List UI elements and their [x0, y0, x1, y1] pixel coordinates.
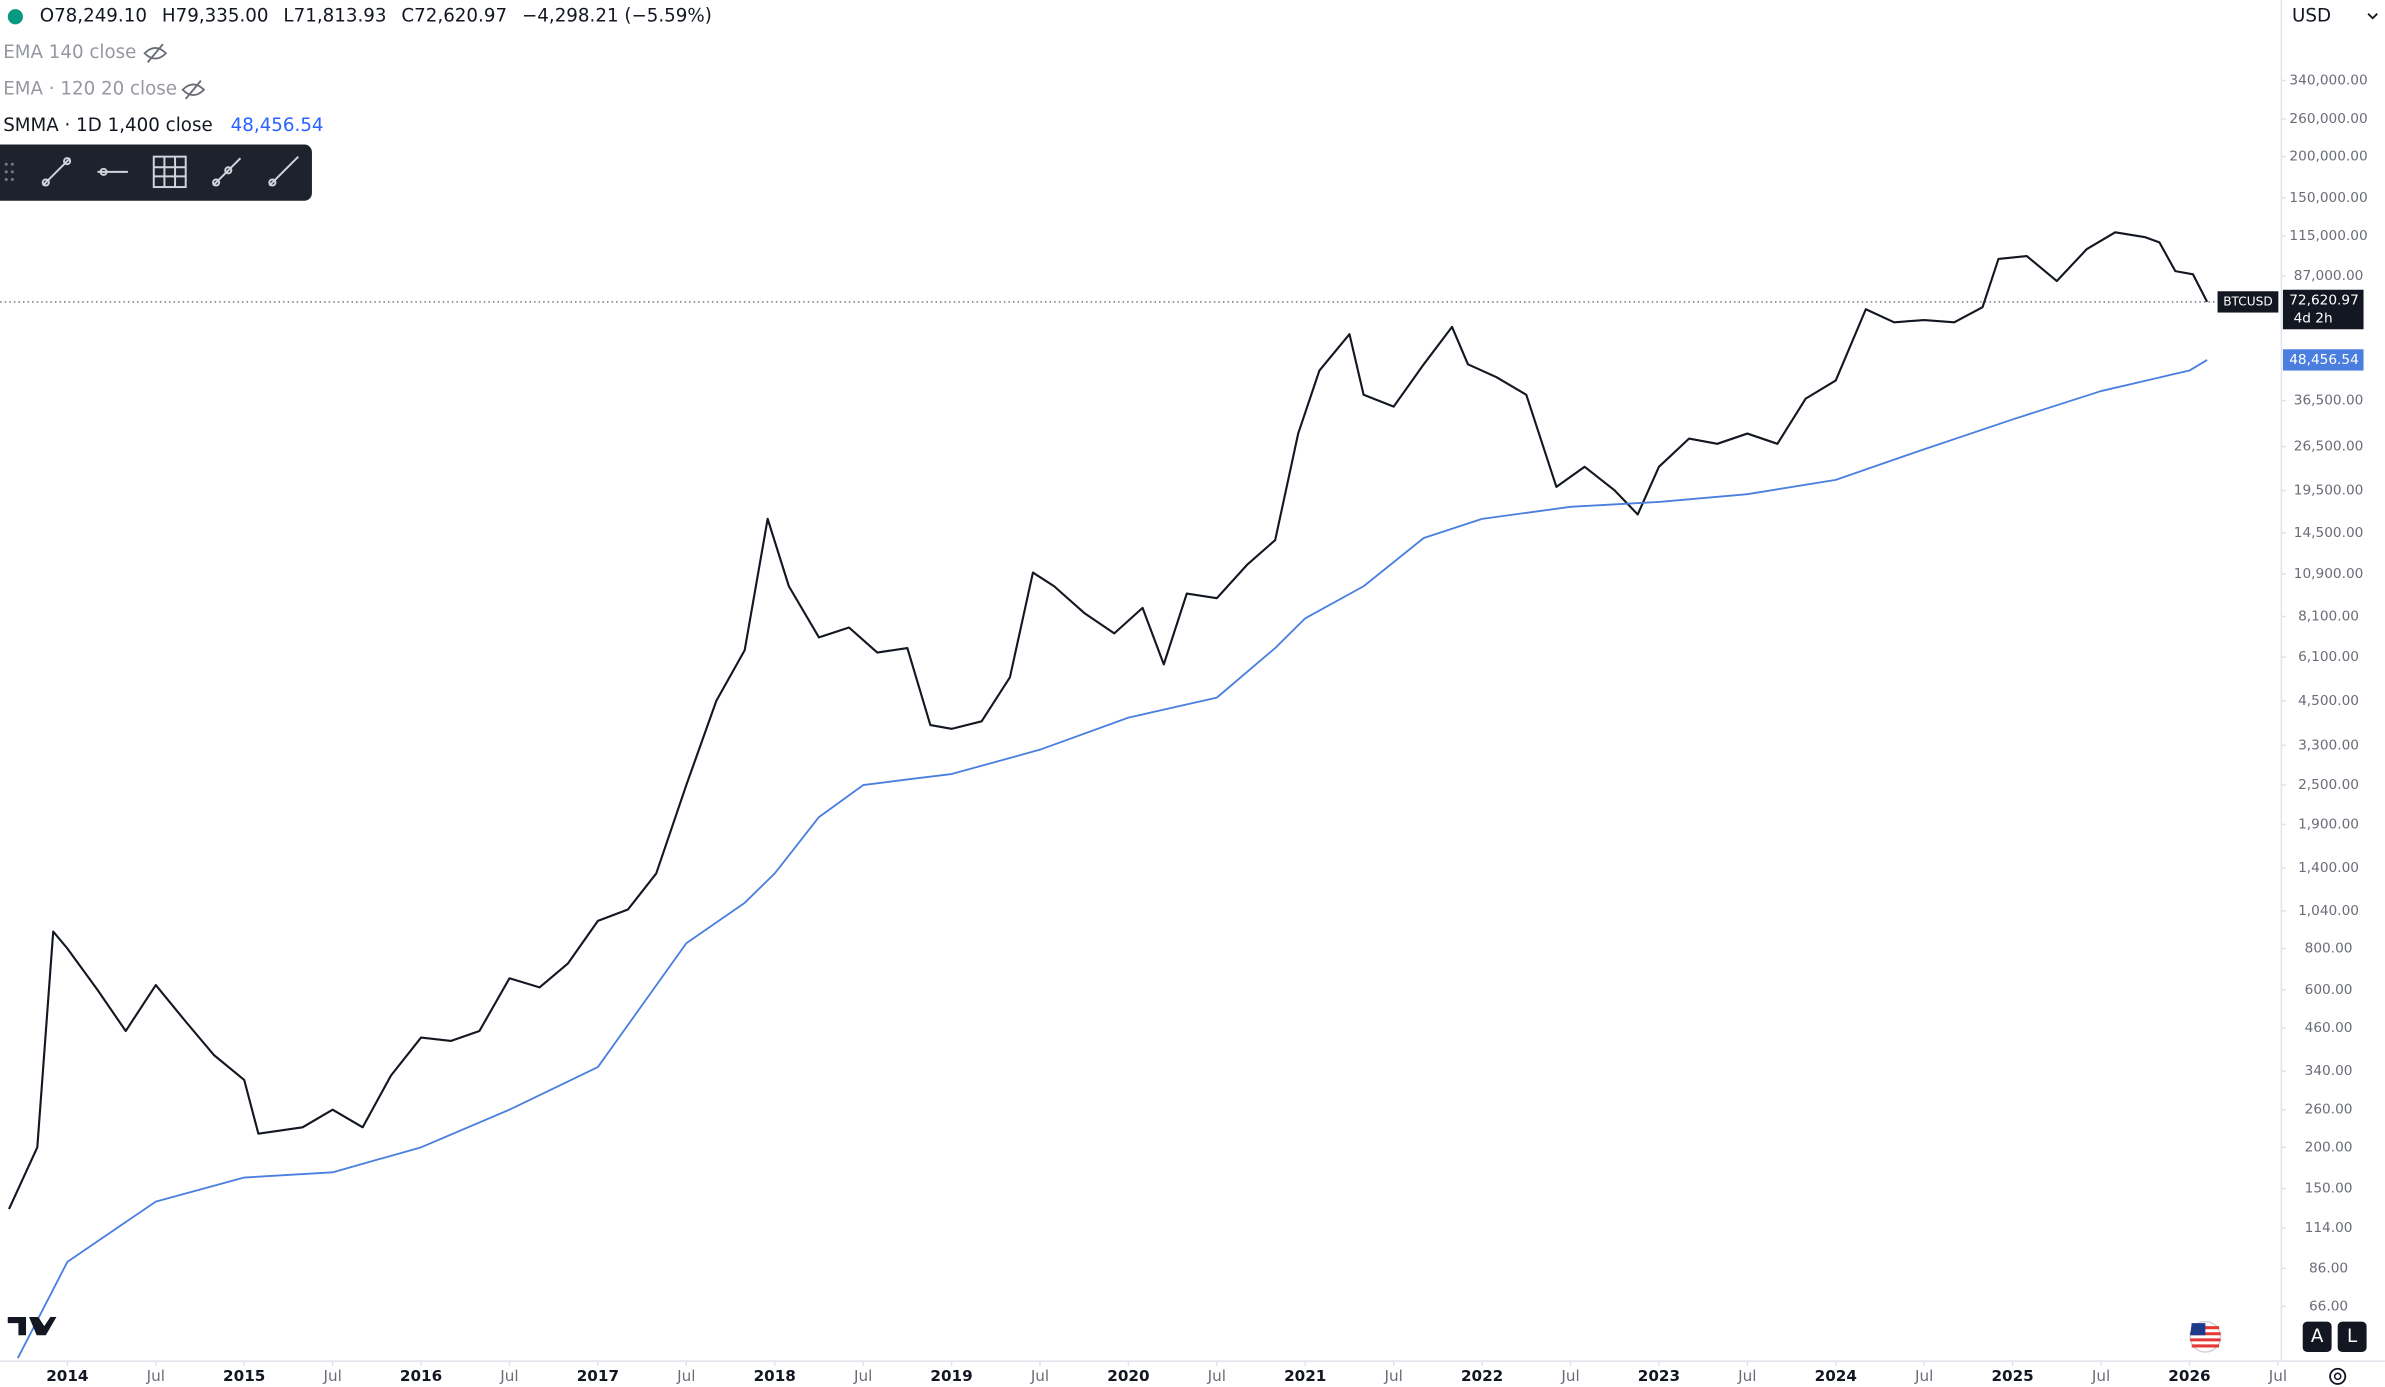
y-tick-label: 87,000.00 — [2294, 268, 2364, 284]
indicator-smma[interactable]: SMMA · 1D 1,400 close 48,456.54 — [3, 115, 323, 136]
smma-tag: 48,456.54 — [2289, 352, 2359, 368]
x-tick-label: 2014 — [46, 1367, 88, 1385]
y-tick-label: 150,000.00 — [2289, 190, 2367, 206]
settings-icon[interactable] — [2329, 1367, 2347, 1385]
y-tick-label: 340,000.00 — [2289, 73, 2367, 89]
plot-area — [0, 231, 2282, 1359]
x-tick-label: 2016 — [400, 1367, 442, 1385]
y-tick-label: 150.00 — [2305, 1181, 2353, 1197]
smma-value: 48,456.54 — [231, 115, 324, 136]
y-tick-label: 14,500.00 — [2294, 525, 2364, 541]
y-tick-label: 340.00 — [2305, 1063, 2353, 1079]
log-scale-label[interactable]: L — [2347, 1326, 2358, 1347]
smma-tag-bg — [2282, 349, 2364, 371]
x-tick-label: Jul — [853, 1367, 872, 1385]
x-tick-label: 2019 — [930, 1367, 972, 1385]
currency[interactable]: USD — [2292, 6, 2331, 27]
hidden-icon[interactable] — [181, 80, 206, 100]
y-tick-label: 800.00 — [2305, 940, 2353, 956]
y-tick-label: 260,000.00 — [2289, 111, 2367, 127]
countdown: 4d 2h — [2294, 311, 2333, 327]
high: H79,335.00 — [162, 6, 269, 27]
logo — [7, 1317, 57, 1336]
y-tick-label: 1,900.00 — [2298, 816, 2359, 832]
indicator-ema[interactable]: EMA · 120 20 close — [3, 79, 177, 100]
ohlc-legend: O78,249.10 H79,335.00 L71,813.93 C72,620… — [40, 6, 712, 27]
low: L71,813.93 — [283, 6, 386, 27]
symbol-tag-bg — [2217, 291, 2279, 313]
indicator-ema[interactable]: EMA 140 close — [3, 42, 136, 63]
x-tick-label: 2026 — [2168, 1367, 2210, 1385]
tool-ray[interactable] — [212, 157, 242, 187]
series-line — [8, 231, 2209, 1210]
symbol-tag: BTCUSD — [2223, 294, 2273, 308]
y-tick-label: 200.00 — [2305, 1139, 2353, 1155]
x-tick-label: 2020 — [1107, 1367, 1149, 1385]
y-tick-label: 6,100.00 — [2298, 649, 2359, 665]
x-tick-label: Jul — [1737, 1367, 1756, 1385]
y-tick-label: 10,900.00 — [2294, 566, 2364, 582]
currency-caret[interactable] — [2367, 13, 2378, 20]
x-tick-label: Jul — [676, 1367, 695, 1385]
y-tick-label: 114.00 — [2305, 1220, 2353, 1236]
x-tick-label: 2015 — [223, 1367, 265, 1385]
tool-grid[interactable] — [152, 155, 187, 189]
x-tick-label: Jul — [1914, 1367, 1933, 1385]
y-tick-label: 260.00 — [2305, 1102, 2353, 1118]
tool-line[interactable] — [268, 155, 299, 187]
x-tick-label: 2023 — [1638, 1367, 1680, 1385]
flag-icon[interactable] — [2189, 1320, 2222, 1353]
hidden-icon[interactable] — [143, 43, 168, 63]
x-tick-label: 2024 — [1815, 1367, 1857, 1385]
last-price-tag-bg — [2282, 289, 2364, 330]
x-tick-label: Jul — [499, 1367, 518, 1385]
x-tick-label: 2022 — [1461, 1367, 1503, 1385]
x-tick-label: 2025 — [1991, 1367, 2033, 1385]
status-dot — [7, 9, 23, 25]
x-tick-label: 2021 — [1284, 1367, 1326, 1385]
y-tick-label: 460.00 — [2305, 1020, 2353, 1036]
y-tick-label: 86.00 — [2309, 1260, 2348, 1276]
x-tick-label: Jul — [146, 1367, 165, 1385]
x-tick-label: Jul — [1560, 1367, 1579, 1385]
tool-trend[interactable] — [41, 157, 72, 187]
x-tick-label: 2017 — [577, 1367, 619, 1385]
change: −4,298.21 (−5.59%) — [522, 6, 712, 27]
x-tick-label: 2018 — [754, 1367, 796, 1385]
x-tick-label: Jul — [1207, 1367, 1226, 1385]
x-tick-label: Jul — [1384, 1367, 1403, 1385]
x-tick-label: Jul — [1030, 1367, 1049, 1385]
auto-scale-button[interactable] — [2302, 1321, 2332, 1353]
log-scale-button[interactable] — [2337, 1321, 2367, 1353]
close: C72,620.97 — [401, 6, 507, 27]
x-tick-label: Jul — [2091, 1367, 2110, 1385]
x-tick-label: Jul — [322, 1367, 341, 1385]
y-tick-label: 36,500.00 — [2294, 393, 2364, 409]
y-tick-label: 2,500.00 — [2298, 777, 2359, 793]
y-tick-label: 1,400.00 — [2298, 860, 2359, 876]
y-tick-label: 3,300.00 — [2298, 737, 2359, 753]
tool-hline[interactable] — [97, 167, 128, 176]
y-tick-label: 8,100.00 — [2298, 608, 2359, 624]
y-tick-label: 4,500.00 — [2298, 693, 2359, 709]
drawing-toolbar — [0, 144, 312, 201]
smma-label: SMMA · 1D 1,400 close — [3, 115, 212, 136]
y-tick-label: 19,500.00 — [2294, 482, 2364, 498]
y-tick-label: 26,500.00 — [2294, 438, 2364, 454]
y-tick-label: 200,000.00 — [2289, 149, 2367, 165]
y-tick-label: 66.00 — [2309, 1298, 2348, 1314]
series-line — [17, 359, 2208, 1359]
auto-scale-label[interactable]: A — [2311, 1326, 2324, 1347]
y-tick-label: 115,000.00 — [2289, 228, 2367, 244]
x-tick-label: Jul — [2268, 1367, 2287, 1385]
y-tick-label: 600.00 — [2305, 982, 2353, 998]
y-tick-label: 1,040.00 — [2298, 903, 2359, 919]
last-price-tag: 72,620.97 — [2289, 292, 2359, 308]
open: O78,249.10 — [40, 6, 147, 27]
